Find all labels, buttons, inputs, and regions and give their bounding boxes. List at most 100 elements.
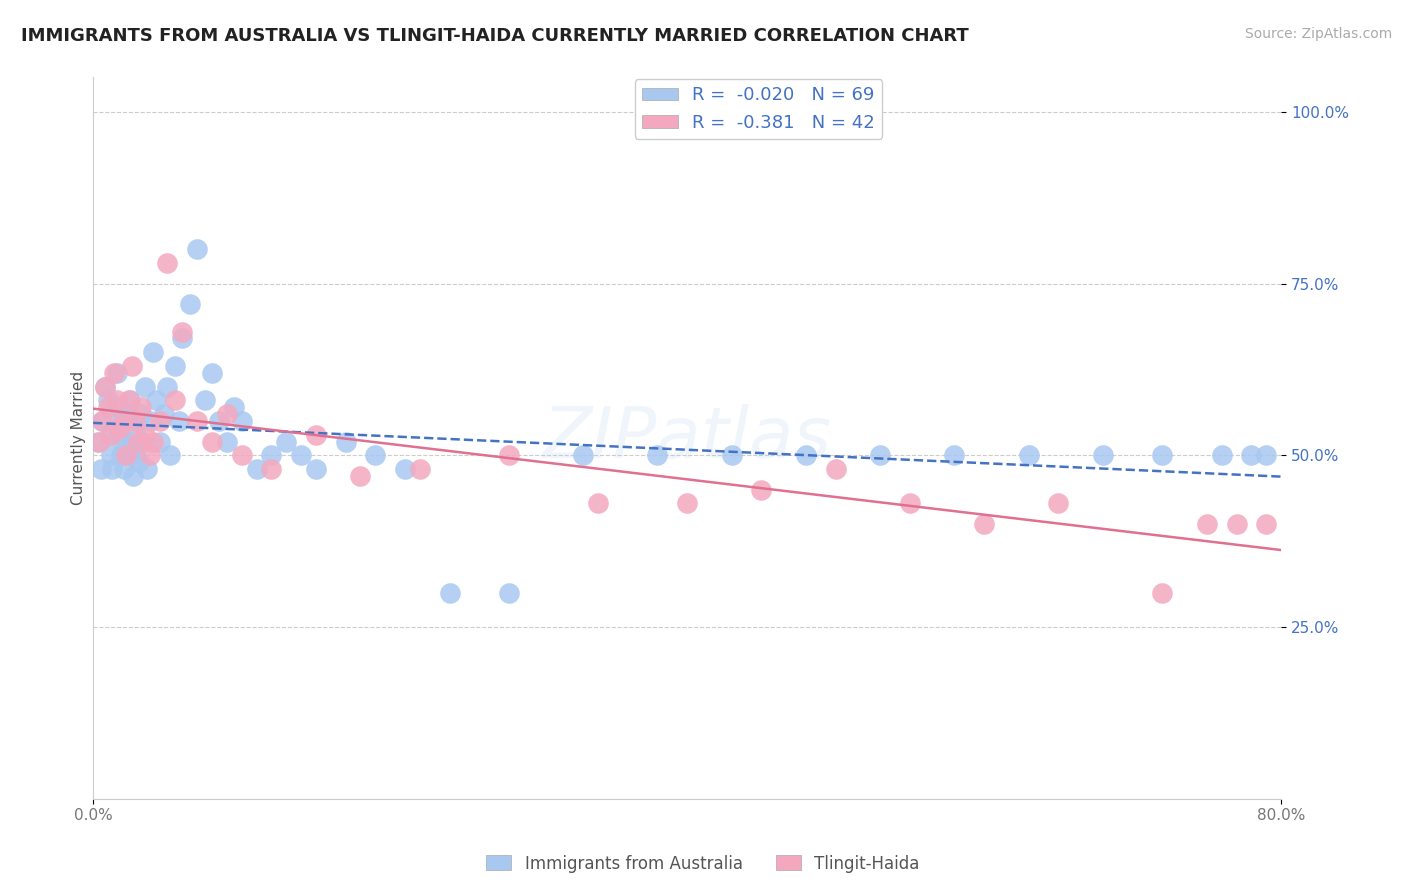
Point — [676, 496, 699, 510]
Point — [208, 414, 231, 428]
Point — [142, 345, 165, 359]
Point — [117, 448, 139, 462]
Point — [409, 462, 432, 476]
Point — [149, 414, 172, 428]
Point — [193, 393, 215, 408]
Point — [94, 379, 117, 393]
Point — [231, 448, 253, 462]
Point — [125, 427, 148, 442]
Point — [260, 462, 283, 476]
Point — [1018, 448, 1040, 462]
Point — [115, 414, 138, 428]
Point — [134, 379, 156, 393]
Point — [107, 400, 129, 414]
Point — [129, 407, 152, 421]
Point — [1240, 448, 1263, 462]
Point — [94, 379, 117, 393]
Point — [439, 585, 461, 599]
Point — [1152, 448, 1174, 462]
Point — [156, 256, 179, 270]
Point — [163, 359, 186, 373]
Point — [364, 448, 387, 462]
Point — [1256, 516, 1278, 531]
Point — [586, 496, 609, 510]
Point — [89, 434, 111, 449]
Point — [97, 393, 120, 408]
Point — [794, 448, 817, 462]
Point — [128, 455, 150, 469]
Point — [201, 434, 224, 449]
Point — [118, 407, 141, 421]
Point — [1047, 496, 1070, 510]
Point — [898, 496, 921, 510]
Point — [91, 414, 114, 428]
Point — [572, 448, 595, 462]
Point — [145, 393, 167, 408]
Point — [86, 434, 108, 449]
Point — [138, 448, 160, 462]
Y-axis label: Currently Married: Currently Married — [72, 371, 86, 505]
Point — [124, 448, 146, 462]
Point — [276, 434, 298, 449]
Point — [1091, 448, 1114, 462]
Point — [163, 393, 186, 408]
Point — [131, 434, 153, 449]
Point — [138, 414, 160, 428]
Point — [305, 427, 328, 442]
Point — [97, 400, 120, 414]
Point — [215, 407, 238, 421]
Point — [122, 469, 145, 483]
Point — [498, 448, 520, 462]
Point — [105, 393, 128, 408]
Point — [91, 414, 114, 428]
Point — [135, 462, 157, 476]
Point — [90, 462, 112, 476]
Point — [108, 421, 131, 435]
Point — [179, 297, 201, 311]
Point — [120, 393, 142, 408]
Point — [224, 400, 246, 414]
Point — [112, 462, 135, 476]
Point — [101, 462, 124, 476]
Point — [159, 448, 181, 462]
Point — [127, 434, 149, 449]
Point — [751, 483, 773, 497]
Point — [127, 414, 149, 428]
Point — [943, 448, 966, 462]
Point — [124, 414, 146, 428]
Point — [394, 462, 416, 476]
Point — [1195, 516, 1218, 531]
Point — [108, 427, 131, 442]
Legend: R =  -0.020   N = 69, R =  -0.381   N = 42: R = -0.020 N = 69, R = -0.381 N = 42 — [634, 79, 883, 139]
Text: IMMIGRANTS FROM AUSTRALIA VS TLINGIT-HAIDA CURRENTLY MARRIED CORRELATION CHART: IMMIGRANTS FROM AUSTRALIA VS TLINGIT-HAI… — [21, 27, 969, 45]
Point — [647, 448, 669, 462]
Point — [129, 400, 152, 414]
Point — [98, 427, 121, 442]
Point — [121, 434, 143, 449]
Point — [869, 448, 891, 462]
Point — [115, 448, 138, 462]
Point — [245, 462, 267, 476]
Point — [121, 359, 143, 373]
Point — [110, 448, 132, 462]
Point — [1211, 448, 1233, 462]
Point — [142, 434, 165, 449]
Point — [1152, 585, 1174, 599]
Point — [824, 462, 846, 476]
Point — [172, 325, 194, 339]
Point — [100, 448, 122, 462]
Point — [169, 414, 191, 428]
Point — [335, 434, 357, 449]
Point — [231, 414, 253, 428]
Point — [186, 414, 208, 428]
Point — [1225, 516, 1247, 531]
Point — [105, 366, 128, 380]
Point — [118, 393, 141, 408]
Point — [100, 427, 122, 442]
Point — [215, 434, 238, 449]
Text: ZIPatlas: ZIPatlas — [543, 403, 831, 473]
Point — [103, 366, 125, 380]
Point — [290, 448, 312, 462]
Point — [111, 414, 134, 428]
Legend: Immigrants from Australia, Tlingit-Haida: Immigrants from Australia, Tlingit-Haida — [479, 848, 927, 880]
